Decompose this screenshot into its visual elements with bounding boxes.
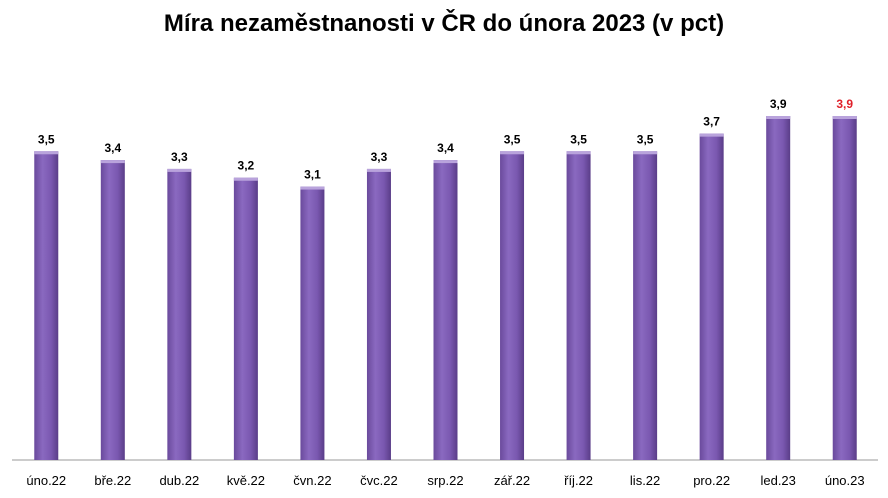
bar-čvn.22 [300,186,325,461]
data-label: 3,7 [703,115,720,129]
bar-úno.23 [832,116,857,460]
bar-říj.22 [566,151,591,461]
bar-cap-dub.22 [167,168,192,172]
x-tick-label: říj.22 [564,473,593,488]
x-tick-label: dub.22 [159,473,199,488]
bar-cap-srp.22 [433,160,458,164]
bars-group: 3,5 úno.22 3,4 bře.22 3,3 dub.22 3,2 kvě.22 3,1 č… [26,97,864,488]
data-label: 3,2 [238,159,255,173]
bar-cap-úno.22 [34,151,59,155]
bar-bře.22 [100,160,125,460]
x-tick-label: čvn.22 [293,473,331,488]
x-tick-label: úno.23 [825,473,865,488]
x-tick-label: lis.22 [630,473,660,488]
bar-pro.22 [699,133,724,460]
x-tick-label: kvě.22 [227,473,265,488]
bar-cap-bře.22 [100,160,125,164]
bar-cap-kvě.22 [233,177,258,181]
data-label: 3,5 [38,132,55,146]
data-label: 3,4 [437,141,454,155]
data-label: 3,5 [504,132,521,146]
bar-cap-lis.22 [633,151,658,155]
bar-srp.22 [433,160,458,460]
bar-cap-pro.22 [699,133,724,137]
x-tick-label: pro.22 [693,473,730,488]
bar-cap-zář.22 [500,151,525,155]
bar-cap-úno.23 [832,116,857,119]
data-label: 3,3 [171,150,188,164]
x-tick-label: bře.22 [94,473,131,488]
data-label: 3,3 [371,150,388,164]
bar-úno.22 [34,151,59,461]
bar-cap-led.23 [766,116,791,119]
data-label: 3,5 [637,132,654,146]
x-tick-label: úno.22 [26,473,66,488]
bar-dub.22 [167,168,192,460]
data-label: 3,4 [104,141,121,155]
chart-title: Míra nezaměstnanosti v ČR do února 2023 … [163,10,725,37]
bar-kvě.22 [233,177,258,460]
bar-čvc.22 [366,168,391,460]
data-label: 3,9 [836,97,853,111]
x-tick-label: srp.22 [427,473,463,488]
data-label: 3,5 [570,132,587,146]
bar-cap-říj.22 [566,151,591,155]
bar-zář.22 [500,151,525,461]
bar-lis.22 [633,151,658,461]
bar-cap-čvc.22 [366,168,391,172]
bar-led.23 [766,116,791,460]
x-tick-label: čvc.22 [360,473,398,488]
x-tick-label: led.23 [760,473,795,488]
data-label: 3,9 [770,97,787,111]
data-label: 3,1 [304,168,321,182]
bar-cap-čvn.22 [300,186,325,190]
x-tick-label: zář.22 [494,473,530,488]
